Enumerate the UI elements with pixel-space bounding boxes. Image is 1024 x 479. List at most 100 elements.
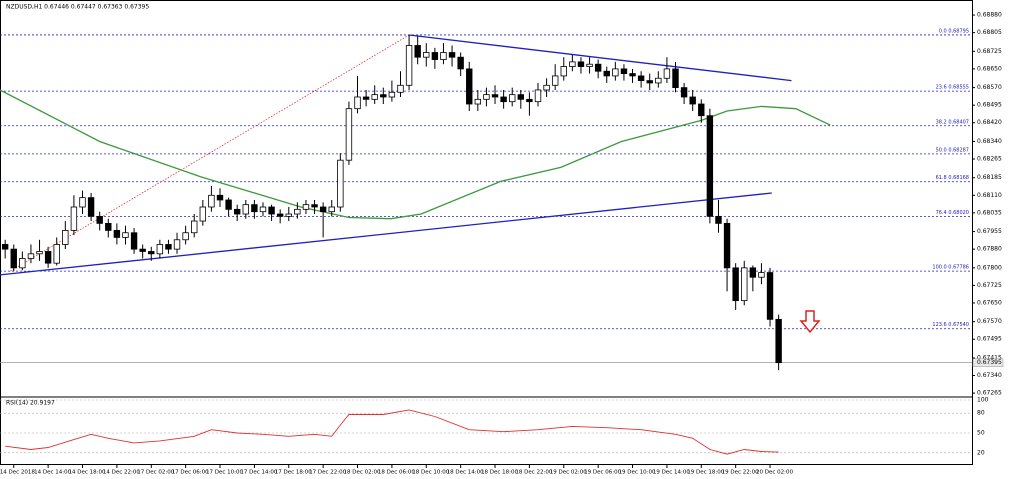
candle-body <box>182 232 189 241</box>
candle-body <box>440 52 447 60</box>
rsi-pane: 100 80 50 20 <box>0 397 989 456</box>
candle-body <box>337 159 344 208</box>
rsi-tick-label: 80 <box>977 410 985 417</box>
y-tick-label: 0.68805 <box>977 29 1002 36</box>
candle-body <box>448 52 456 58</box>
candle-body <box>1 244 9 250</box>
last-price-label: 0.67395 <box>977 359 1002 366</box>
fib-label: 0.0 0.68795 <box>939 28 969 34</box>
candle-body <box>371 94 378 100</box>
y-tick-label: 0.68035 <box>977 209 1002 216</box>
y-tick-label: 0.67650 <box>977 299 1002 306</box>
y-tick-label: 0.67800 <box>977 264 1002 271</box>
x-tick-label: 17 Dec 06:00 <box>172 470 209 476</box>
rsi-tick-label: 20 <box>977 449 985 456</box>
candle-body <box>268 206 275 215</box>
candle-body <box>44 251 52 264</box>
candle-body <box>302 204 310 210</box>
candle-body <box>27 253 35 259</box>
x-tick-label: 17 Dec 14:00 <box>240 470 277 476</box>
y-tick-label: 0.68650 <box>977 65 1002 72</box>
candle-body <box>680 87 688 98</box>
candle-body <box>612 68 619 77</box>
candle-body <box>723 222 731 269</box>
candle-body <box>706 115 714 217</box>
x-tick-label: 19 Dec 10:00 <box>619 470 656 476</box>
x-tick-label: 14 Dec 2018 <box>0 470 35 476</box>
candle-body <box>122 232 129 238</box>
x-tick-label: 14 Dec 18:00 <box>69 470 106 476</box>
x-tick-label: 17 Dec 22:00 <box>309 470 346 476</box>
candle-body <box>208 194 215 208</box>
candle-body <box>766 272 774 320</box>
candle-body <box>474 98 482 105</box>
y-tick-label: 0.67570 <box>977 318 1002 325</box>
last-price-box <box>972 358 1004 367</box>
x-tick-label: 17 Dec 10:00 <box>206 470 243 476</box>
candle-body <box>311 204 318 208</box>
candle-body <box>483 94 490 100</box>
candle-body <box>251 204 258 213</box>
candle-body <box>233 208 241 215</box>
candle-body <box>594 63 602 72</box>
candle-body <box>319 206 327 213</box>
candle-body <box>397 84 404 93</box>
candle-body <box>259 206 267 213</box>
candle-body <box>87 197 95 217</box>
candle-body <box>294 208 301 215</box>
candle-body <box>775 318 782 364</box>
candle-body <box>431 52 439 60</box>
price-pane: 0.68880 0.68805 0.68725 0.68650 0.68570 0.684… <box>0 12 1004 397</box>
moving-average <box>0 89 831 220</box>
candle-body <box>586 63 593 67</box>
x-tick-label: 18 Dec 22:00 <box>515 470 552 476</box>
candle-body <box>526 98 533 103</box>
candle-body <box>148 251 155 255</box>
y-tick-label: 0.67955 <box>977 228 1002 235</box>
candle-body <box>577 61 585 67</box>
trendline <box>10 34 410 272</box>
candle-body <box>225 199 232 210</box>
candle-body <box>276 213 284 217</box>
y-tick-label: 0.67265 <box>977 390 1002 397</box>
y-tick-label: 0.68725 <box>977 48 1002 55</box>
x-tick-label: 20 Dec 02:00 <box>756 470 793 476</box>
down-arrow <box>799 310 821 334</box>
candle-body <box>242 204 249 215</box>
fib-label: 61.8 0.68168 <box>936 175 969 181</box>
candle-body <box>629 73 636 77</box>
y-tick-label: 0.68570 <box>977 84 1002 91</box>
trendline <box>0 192 772 276</box>
candle-body <box>749 267 757 278</box>
y-tick-label: 0.68880 <box>977 12 1002 19</box>
x-tick-label: 18 Dec 02:00 <box>344 470 381 476</box>
candle-body <box>19 258 26 269</box>
y-tick-label: 0.67725 <box>977 282 1002 289</box>
candle-body <box>603 70 610 77</box>
candle-body <box>345 108 353 161</box>
y-tick-label: 0.68185 <box>977 174 1002 181</box>
candle-body <box>380 94 387 98</box>
fib-label: 50.0 0.68287 <box>936 147 969 153</box>
candle-body <box>509 94 516 103</box>
candle-body <box>199 206 207 222</box>
candle-body <box>328 206 335 213</box>
y-tick-label: 0.68495 <box>977 102 1002 109</box>
y-tick-label: 0.67340 <box>977 372 1002 379</box>
fib-label: 38.2 0.68407 <box>936 119 969 125</box>
candle-body <box>130 232 138 250</box>
x-tick-label: 19 Dec 22:00 <box>722 470 759 476</box>
candle-body <box>139 248 146 252</box>
y-tick-label: 0.67880 <box>977 246 1002 253</box>
candle-body <box>70 206 78 231</box>
candle-body <box>672 68 679 89</box>
candle-body <box>10 248 17 269</box>
candle-body <box>156 244 164 255</box>
candle-body <box>655 77 662 84</box>
y-tick-label: 0.67495 <box>977 336 1002 343</box>
candle-body <box>423 52 430 58</box>
candle-body <box>543 84 550 91</box>
candle-body <box>96 215 103 224</box>
chart-frame <box>0 0 973 465</box>
fib-label: 100.0 0.67786 <box>932 265 969 271</box>
